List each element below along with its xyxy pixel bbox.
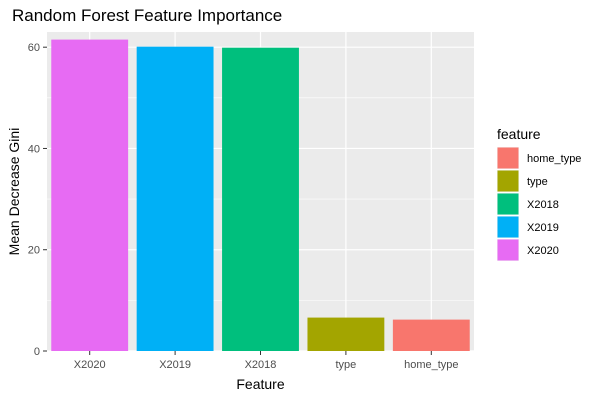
bar-x2019 <box>136 46 214 351</box>
legend-label: type <box>527 176 548 188</box>
legend-label: home_type <box>527 153 581 165</box>
x-tick-label: X2018 <box>245 359 277 371</box>
y-tick-label: 0 <box>34 346 40 358</box>
legend-label: X2020 <box>527 245 559 257</box>
legend-swatch-x2019 <box>497 216 519 238</box>
legend-title: feature <box>497 126 541 142</box>
bar-home-type <box>392 319 470 351</box>
y-tick-label: 60 <box>28 42 40 54</box>
x-axis: X2020 X2019 X2018 type home_type <box>74 351 459 371</box>
legend-label: X2018 <box>527 199 559 211</box>
chart-title: Random Forest Feature Importance <box>12 6 282 25</box>
bar-x2018 <box>222 47 299 351</box>
bar-x2020 <box>51 39 129 351</box>
x-tick-label: X2020 <box>74 359 106 371</box>
legend-swatch-x2018 <box>497 193 519 215</box>
y-axis: 0 20 40 60 <box>28 42 47 358</box>
x-axis-title: Feature <box>236 376 284 392</box>
y-tick-label: 40 <box>28 143 40 155</box>
x-tick-label: type <box>336 359 357 371</box>
legend-swatch-x2020 <box>497 239 519 261</box>
x-tick-label: home_type <box>404 359 458 371</box>
legend-swatch-type <box>497 170 519 192</box>
legend-swatch-home-type <box>497 147 519 169</box>
x-tick-label: X2019 <box>159 359 191 371</box>
bars <box>51 39 470 351</box>
legend-label: X2019 <box>527 222 559 234</box>
y-tick-label: 20 <box>28 245 40 257</box>
bar-type <box>307 317 385 351</box>
y-axis-title: Mean Decrease Gini <box>6 128 22 256</box>
